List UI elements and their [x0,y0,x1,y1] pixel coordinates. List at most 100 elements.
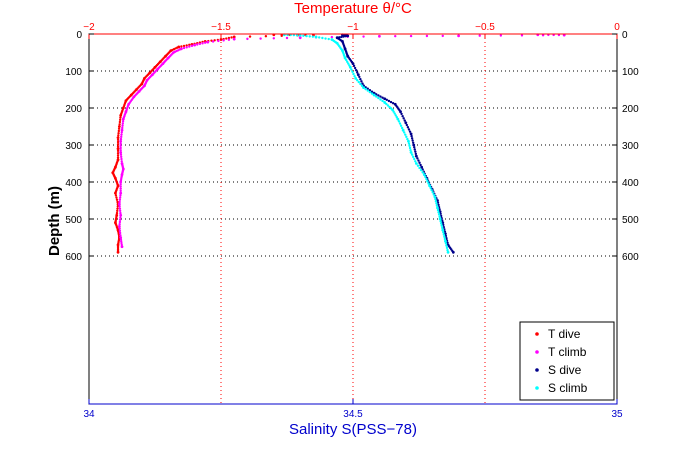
data-point [368,89,372,92]
data-point [360,80,363,83]
data-point [116,149,120,153]
depth-tick-label-right: 0 [622,30,628,41]
data-point [385,98,388,102]
data-point [358,75,361,79]
data-point [375,93,378,96]
data-point [117,134,120,137]
legend-label: T dive [548,327,581,341]
data-point [362,35,365,38]
data-point [368,90,372,94]
depth-tick-label-right: 600 [622,252,639,263]
depth-tick-label-left: 200 [65,104,82,115]
data-point [405,123,409,127]
temperature-tick-label: −2 [83,22,95,33]
data-point [118,229,122,233]
data-point [391,101,395,105]
data-point [399,110,402,114]
data-point [298,34,302,37]
data-point [397,120,401,123]
data-point [119,187,122,190]
data-point [411,139,414,142]
data-point [298,36,302,40]
legend-label: S climb [548,381,588,395]
data-point [438,217,442,221]
data-point [342,35,345,38]
data-point [520,34,524,37]
data-point [350,68,353,71]
data-point [433,195,437,199]
legend-marker [535,350,539,354]
data-point [391,108,394,112]
data-point [403,119,406,122]
data-point [388,105,391,109]
data-point [121,117,125,121]
salinity-tick-label: 35 [611,409,623,420]
data-point [182,46,186,50]
data-point [114,194,118,197]
data-point [356,79,359,82]
data-point [119,194,122,197]
data-point [442,231,445,234]
salinity-tick-label: 34.5 [343,409,363,420]
data-point [347,62,350,65]
data-point [119,236,123,239]
y-axis-label: Depth (m) [46,186,63,256]
temperature-tick-label: −1.5 [211,22,231,33]
data-point [118,205,121,208]
data-point [366,87,369,90]
depth-tick-label-left: 100 [65,67,82,78]
data-point [356,71,359,74]
data-point [439,222,443,225]
data-point [119,137,123,141]
depth-tick-label-right: 400 [622,178,639,189]
data-point [418,161,421,164]
data-point [352,64,356,68]
data-point [357,80,361,84]
data-point [117,225,121,228]
data-point [425,177,428,181]
data-point [272,37,275,40]
data-point [416,157,419,160]
data-point [305,34,308,38]
data-point [366,89,369,92]
data-point [264,35,268,38]
data-point [182,44,186,48]
data-point [416,164,420,167]
data-point [354,77,358,80]
data-point [119,116,122,119]
data-point [409,34,413,38]
data-point [396,117,400,121]
data-point [405,135,408,139]
data-point [118,218,122,221]
data-point [117,127,121,130]
data-point [117,131,120,135]
data-point [314,35,318,39]
legend-marker [535,368,539,372]
data-point [118,227,121,230]
data-point [116,151,120,155]
data-point [409,148,412,152]
data-point [116,207,119,210]
data-point [414,162,418,165]
data-point [351,62,355,65]
data-point [118,231,122,235]
bottom-axis-title: Salinity S(PSS−78) [289,421,417,438]
data-point [441,226,444,230]
data-point [345,60,349,63]
data-point [378,34,381,38]
data-point [280,34,283,38]
data-point [381,99,384,103]
data-point [116,209,119,213]
salinity-tick-label: 34 [83,409,95,420]
data-point [431,191,434,194]
data-point [352,72,355,76]
data-point [120,245,124,249]
data-point [404,121,408,125]
data-point [499,34,503,37]
data-point [444,239,447,243]
data-point [383,97,387,101]
data-point [117,129,121,133]
data-point [190,44,194,48]
data-point [359,82,362,86]
data-point [407,128,411,131]
